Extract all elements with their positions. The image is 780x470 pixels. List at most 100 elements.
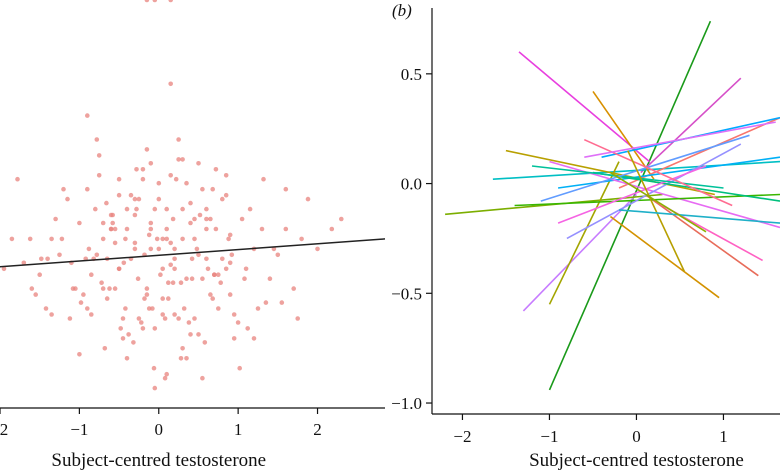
scatter-point (124, 356, 130, 361)
scatter-point (162, 375, 168, 381)
scatter-point (178, 356, 184, 361)
scatter-point (192, 216, 197, 222)
scatter-point (173, 176, 179, 182)
subject-line (584, 121, 776, 158)
scatter-point (176, 157, 181, 162)
scatter-point (267, 276, 273, 282)
scatter-point (148, 226, 154, 232)
scatter-point (181, 306, 187, 311)
x-tick-label: 0 (632, 427, 641, 446)
scatter-point (57, 252, 62, 258)
subject-line (566, 143, 742, 240)
scatter-point (53, 216, 58, 222)
scatter-point (245, 326, 250, 331)
scatter-point (144, 147, 150, 152)
scatter-point (148, 220, 154, 226)
scatter-point (65, 196, 70, 202)
scatter-point (116, 192, 122, 198)
scatter-point (184, 356, 189, 361)
scatter-point (140, 167, 146, 172)
subject-line (609, 215, 720, 299)
scatter-point (255, 306, 261, 311)
scatter-point (188, 200, 193, 206)
scatter-point (299, 236, 304, 242)
scatter-point (100, 220, 106, 226)
scatter-point (81, 292, 86, 297)
scatter-point (136, 196, 142, 202)
scatter-point (123, 306, 128, 311)
scatter-point (204, 206, 209, 212)
scatter-point (135, 276, 141, 282)
scatter-point (124, 226, 130, 232)
scatter-point (49, 312, 54, 317)
scatter-point (152, 326, 158, 331)
scatter-point (107, 286, 112, 291)
scatter-point (132, 196, 138, 202)
scatter-point (132, 240, 138, 246)
scatter-point (100, 286, 106, 291)
x-tick-label: 1 (234, 420, 243, 439)
scatter-point (180, 206, 185, 212)
y-tick-label: 0.0 (401, 175, 422, 194)
scatter-point (15, 176, 20, 182)
x-tick-label: 2 (313, 420, 322, 439)
scatter-point (37, 272, 42, 278)
subject-line (644, 193, 759, 277)
scatter-point (166, 296, 171, 301)
scatter-point (192, 236, 197, 242)
subject-line (505, 149, 715, 196)
scatter-point (112, 240, 118, 246)
scatter-point (89, 312, 94, 317)
scatter-point (61, 186, 66, 192)
scatter-point (291, 286, 297, 291)
scatter-point (204, 256, 209, 262)
scatter-point (259, 226, 265, 232)
scatter-point (231, 336, 237, 341)
x-ticks: −2 −1 0 1 (453, 414, 728, 446)
scatter-point (213, 167, 219, 172)
scatter-point (235, 320, 241, 325)
x-ticks: 2 −1 0 1 2 (0, 408, 322, 439)
scatter-point (192, 316, 197, 321)
scatter-point (70, 286, 76, 291)
scatter-point (200, 186, 205, 192)
scatter-point (116, 266, 122, 272)
scatter-point (136, 316, 142, 321)
scatter-point (243, 266, 249, 272)
y-ticks: −1.0 −0.5 0.0 0.5 (391, 65, 432, 413)
scatter-point (112, 226, 118, 232)
scatter-point (160, 312, 165, 317)
scatter-point (142, 296, 147, 301)
scatter-point (227, 260, 233, 266)
scatter-point (223, 192, 229, 198)
scatter-point (148, 246, 154, 252)
x-tick-label: −1 (70, 420, 88, 439)
scatter-point (263, 300, 269, 305)
scatter-point (158, 272, 163, 278)
x-axis-title: Subject-centred testosterone (529, 450, 744, 470)
scatter-point (96, 153, 102, 158)
scatter-point (194, 246, 200, 252)
scatter-point (120, 336, 126, 341)
scatter-point (212, 272, 217, 278)
scatter-point (43, 306, 49, 311)
scatter-point (227, 292, 233, 297)
scatter-point (132, 246, 138, 252)
scatter-point (99, 280, 104, 286)
scatter-point (223, 173, 229, 178)
scatter-point (213, 226, 219, 232)
scatter-point (172, 266, 177, 272)
scatter-point (67, 316, 73, 321)
scatter-point (9, 236, 15, 242)
subject-line (557, 156, 780, 189)
scatter-point (184, 276, 189, 282)
scatter-point (216, 306, 221, 311)
scatter-point (85, 306, 90, 311)
scatter-point (275, 252, 281, 258)
scatter-point (208, 216, 213, 222)
scatter-point (150, 306, 155, 311)
scatter-point (168, 81, 173, 87)
scatter-point (218, 280, 223, 286)
scatter-point (204, 226, 209, 232)
scatter-point (49, 236, 54, 242)
